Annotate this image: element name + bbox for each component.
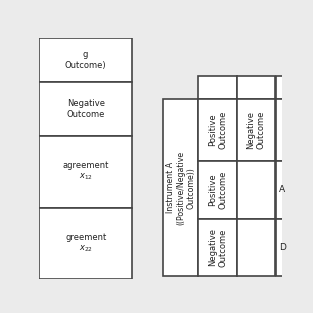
Bar (237, 99, 275, 161)
Text: Positive
Outcome: Positive Outcome (208, 111, 227, 149)
Text: Instrument A
((Positive/Negative
Outcome)): Instrument A ((Positive/Negative Outcome… (166, 151, 195, 225)
Text: Negative
Outcome: Negative Outcome (66, 100, 105, 119)
Bar (198, 76, 237, 99)
Bar (39, 82, 132, 136)
Bar (39, 38, 132, 82)
Bar (275, 161, 290, 218)
Text: g
Outcome): g Outcome) (65, 50, 106, 69)
Text: greement
$x_{22}$: greement $x_{22}$ (65, 233, 106, 254)
Text: agreement
$x_{12}$: agreement $x_{12}$ (62, 162, 109, 182)
Text: Positive
Outcome: Positive Outcome (208, 171, 227, 209)
Bar (237, 76, 275, 99)
Text: Negative
Outcome: Negative Outcome (208, 228, 227, 267)
Bar (163, 99, 198, 276)
Bar (275, 99, 290, 161)
Bar (198, 99, 237, 161)
Text: A: A (280, 185, 285, 194)
Text: D: D (279, 243, 286, 252)
Bar (198, 161, 237, 218)
Text: Negative
Outcome: Negative Outcome (246, 111, 266, 149)
Bar (237, 161, 275, 218)
Bar (39, 208, 132, 279)
Bar (275, 218, 290, 276)
Bar (39, 136, 132, 208)
Bar (198, 218, 237, 276)
Bar (275, 76, 290, 99)
Bar (237, 218, 275, 276)
